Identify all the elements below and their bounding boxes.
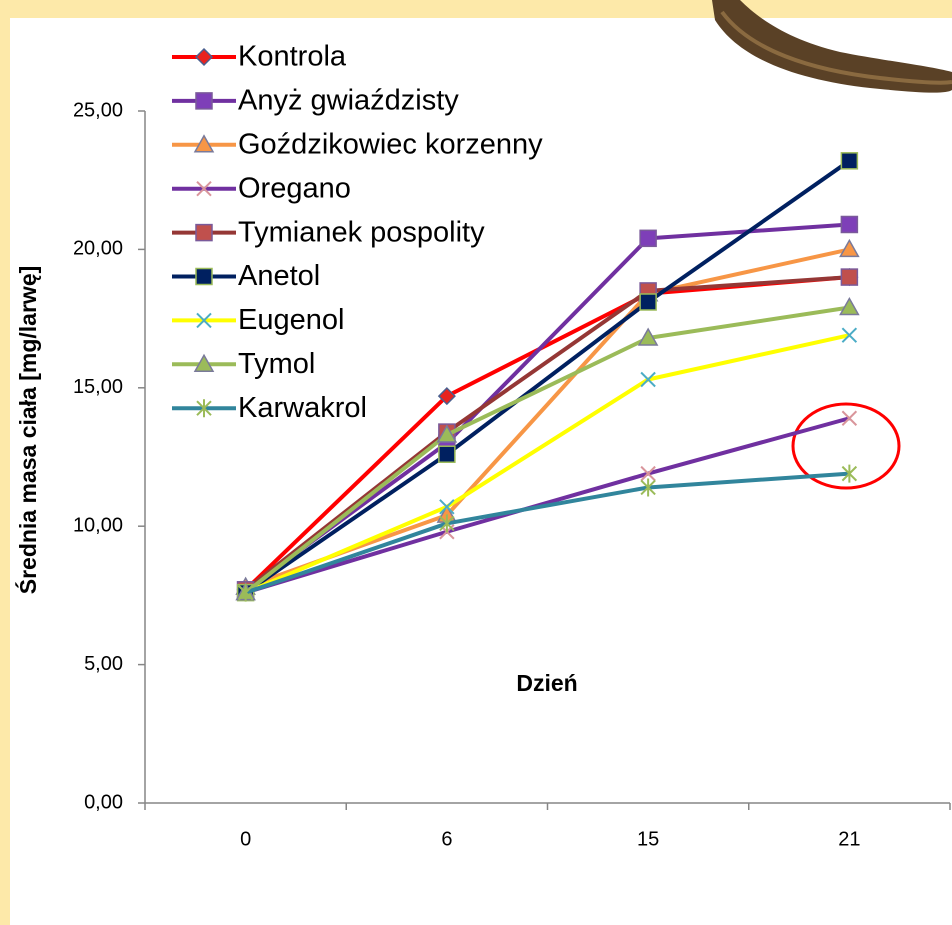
legend-label: Tymol: [238, 348, 315, 380]
marker: [637, 327, 659, 346]
marker: [639, 229, 657, 248]
legend-label: Tymianek pospolity: [238, 216, 485, 248]
x-axis-title: Dzień: [516, 670, 577, 696]
y-tick-label: 20,00: [73, 238, 123, 260]
marker: [196, 399, 212, 418]
y-tick-label: 5,00: [84, 653, 123, 675]
x-tick-label: 0: [240, 828, 251, 850]
marker: [640, 478, 656, 497]
marker: [196, 180, 212, 197]
legend-item: Anyż gwiaździsty: [172, 85, 459, 117]
marker: [439, 499, 455, 515]
marker: [439, 514, 455, 533]
y-tick-label: 0,00: [84, 791, 123, 813]
marker: [840, 268, 859, 286]
marker: [841, 464, 858, 483]
x-tick-label: 6: [441, 828, 452, 850]
y-tick-label: 15,00: [73, 376, 123, 398]
legend-item: Oregano: [172, 172, 351, 204]
marker: [193, 353, 215, 373]
marker: [840, 152, 859, 170]
y-tick-label: 25,00: [73, 99, 123, 121]
legend-label: Karwakrol: [238, 392, 367, 424]
legend-item: Anetol: [172, 260, 320, 292]
legend-label: Eugenol: [238, 304, 344, 336]
marker: [196, 312, 212, 329]
marker: [438, 445, 456, 463]
larva-image: [712, 0, 952, 93]
series-line: [244, 471, 850, 595]
legend-label: Kontrola: [238, 41, 347, 73]
legend-item: Goździkowiec korzenny: [172, 128, 543, 160]
series-line: [244, 159, 851, 595]
marker: [237, 583, 254, 602]
legend-item: Tymol: [172, 348, 315, 380]
marker: [640, 465, 656, 482]
marker: [194, 47, 214, 67]
series-line: [244, 275, 850, 592]
marker: [195, 223, 213, 242]
background: [10, 18, 952, 925]
highlight-ellipse: [791, 402, 901, 490]
x-tick-label: 21: [838, 828, 860, 850]
marker: [639, 293, 657, 311]
y-tick-label: 10,00: [73, 514, 123, 536]
legend-label: Anetol: [238, 260, 320, 292]
y-axis-title: Średnia masa ciała [mg/larwę]: [14, 266, 41, 595]
series-line: [244, 305, 850, 595]
legend-label: Goździkowiec korzenny: [238, 128, 543, 160]
marker: [841, 410, 858, 426]
marker: [640, 371, 656, 388]
marker: [437, 387, 456, 406]
legend-label: Oregano: [238, 172, 351, 204]
legend-label: Anyż gwiaździsty: [238, 85, 459, 117]
marker: [195, 92, 213, 110]
legend-item: Kontrola: [172, 41, 347, 73]
marker: [839, 238, 860, 258]
marker: [195, 267, 213, 286]
legend-item: Eugenol: [172, 304, 344, 336]
series: [237, 464, 858, 602]
legend-item: Karwakrol: [172, 392, 367, 424]
series-line: [245, 416, 850, 595]
series-line: [244, 333, 850, 595]
legend-item: Tymianek pospolity: [172, 216, 485, 248]
marker: [841, 327, 858, 343]
marker: [839, 296, 860, 316]
marker: [436, 424, 458, 443]
x-tick-label: 15: [637, 828, 659, 850]
marker: [840, 215, 859, 234]
marker: [193, 134, 215, 153]
